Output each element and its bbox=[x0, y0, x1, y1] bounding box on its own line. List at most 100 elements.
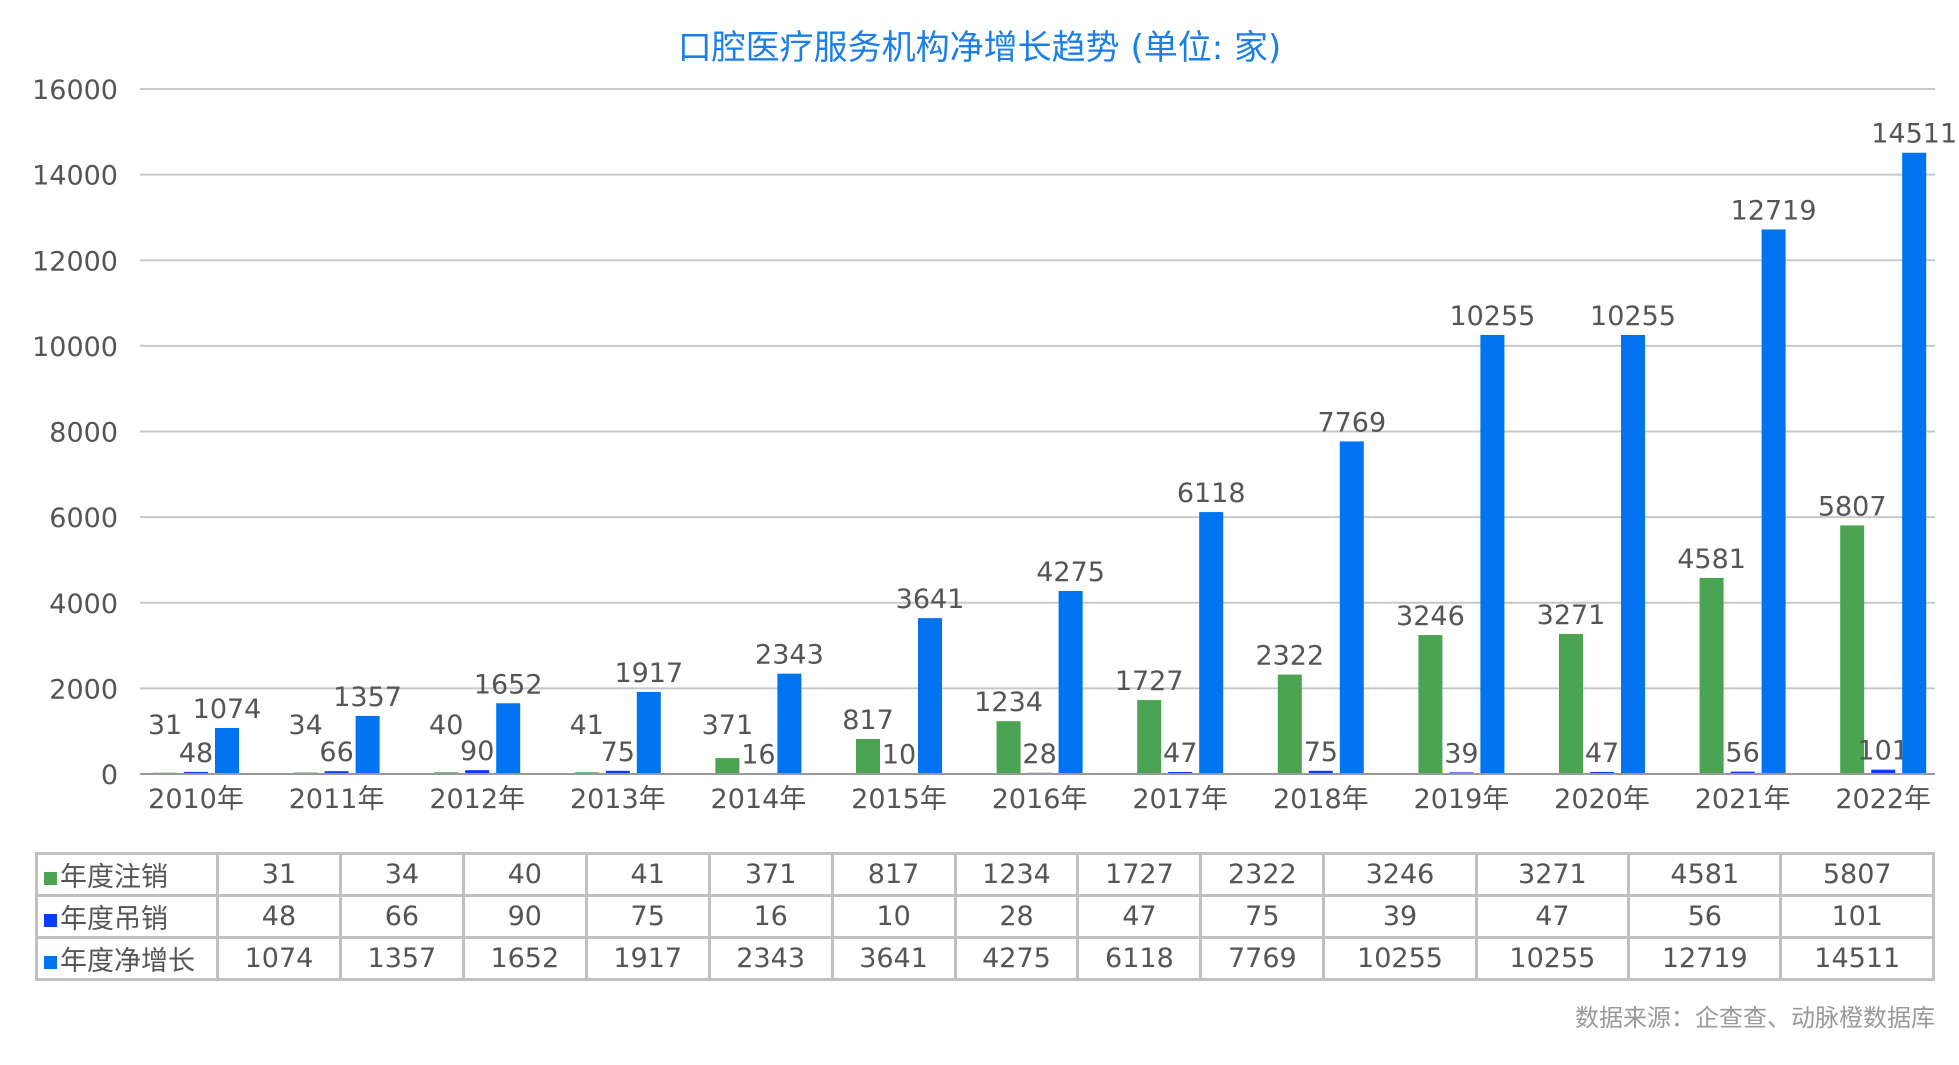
table-cell: 1727 bbox=[1076, 852, 1203, 897]
data-label: 2322 bbox=[1255, 641, 1324, 672]
data-label: 28 bbox=[1022, 739, 1056, 770]
bar-年度吊销 bbox=[1871, 769, 1896, 774]
data-label: 817 bbox=[842, 705, 894, 736]
legend-swatch bbox=[44, 914, 57, 927]
table-cell: 10 bbox=[830, 894, 957, 939]
data-label: 10255 bbox=[1590, 301, 1676, 332]
data-label: 1652 bbox=[474, 669, 543, 700]
x-tick-label: 2019年 bbox=[1414, 784, 1510, 815]
table-cell: 28 bbox=[953, 894, 1080, 939]
bar-年度注销 bbox=[856, 739, 880, 774]
y-tick-label: 10000 bbox=[32, 332, 118, 363]
table-cell: 1234 bbox=[953, 852, 1080, 897]
y-tick-label: 8000 bbox=[49, 418, 118, 449]
table-cell: 1652 bbox=[461, 936, 588, 981]
bar-年度净增长 bbox=[1480, 334, 1505, 774]
y-tick-label: 2000 bbox=[49, 674, 118, 705]
table-cell: 16 bbox=[707, 894, 834, 939]
data-label: 3246 bbox=[1396, 601, 1465, 632]
bar-年度注销 bbox=[1559, 633, 1583, 774]
table-cell: 1074 bbox=[216, 936, 342, 981]
data-label: 3271 bbox=[1537, 600, 1606, 631]
bar-年度净增长 bbox=[1902, 152, 1927, 775]
data-label: 47 bbox=[1585, 738, 1619, 769]
table-cell: 75 bbox=[1199, 894, 1326, 939]
bar-年度注销 bbox=[1137, 700, 1162, 774]
table-cell: 6118 bbox=[1076, 936, 1203, 981]
bar-年度注销 bbox=[1418, 635, 1443, 774]
bar-年度净增长 bbox=[1621, 334, 1645, 774]
x-tick-label: 2012年 bbox=[429, 784, 525, 815]
data-table: 年度注销 31 34 40 41 371 817 1234 1727 2322 3246 3271 45… bbox=[35, 852, 1935, 981]
legend-label: 年度注销 bbox=[60, 862, 168, 893]
data-label: 90 bbox=[460, 736, 494, 767]
bar-年度净增长 bbox=[1761, 229, 1786, 774]
table-cell: 4581 bbox=[1627, 852, 1783, 897]
data-label: 12719 bbox=[1731, 195, 1817, 226]
table-cell: 47 bbox=[1474, 894, 1631, 939]
table-cell: 31 bbox=[216, 852, 342, 897]
table-cell: 2343 bbox=[707, 936, 834, 981]
bar-年度注销 bbox=[1277, 674, 1302, 774]
table-cell: 14511 bbox=[1779, 936, 1935, 981]
bar-年度净增长 bbox=[496, 703, 521, 774]
table-row: 年度注销 31 34 40 41 371 817 1234 1727 2322 3246 3271 45… bbox=[35, 852, 1935, 897]
data-label: 5807 bbox=[1818, 491, 1887, 522]
bar-年度净增长 bbox=[1339, 441, 1364, 774]
table-cell: 5807 bbox=[1779, 852, 1935, 897]
x-tick-label: 2017年 bbox=[1132, 784, 1228, 815]
x-tick-label: 2020年 bbox=[1554, 784, 1650, 815]
y-tick-label: 14000 bbox=[32, 161, 118, 192]
data-label: 4581 bbox=[1677, 544, 1746, 575]
bar-年度净增长 bbox=[215, 728, 239, 774]
data-label: 6118 bbox=[1177, 478, 1246, 509]
data-label: 4275 bbox=[1036, 557, 1105, 588]
table-cell: 40 bbox=[461, 852, 588, 897]
data-label: 66 bbox=[319, 737, 353, 768]
bar-年度净增长 bbox=[777, 673, 802, 774]
data-label: 1234 bbox=[974, 687, 1043, 718]
data-label: 10 bbox=[882, 740, 916, 771]
table-cell: 41 bbox=[584, 852, 711, 897]
data-label: 1074 bbox=[193, 694, 262, 725]
table-cell: 90 bbox=[461, 894, 588, 939]
table-cell: 3246 bbox=[1322, 852, 1478, 897]
table-cell: 1917 bbox=[584, 936, 711, 981]
x-tick-label: 2022年 bbox=[1835, 784, 1931, 815]
bar-年度吊销 bbox=[324, 771, 349, 774]
table-cell: 2322 bbox=[1199, 852, 1326, 897]
table-cell: 48 bbox=[216, 894, 342, 939]
data-label: 1917 bbox=[614, 658, 683, 689]
table-cell: 39 bbox=[1322, 894, 1478, 939]
table-cell: 3271 bbox=[1474, 852, 1631, 897]
x-tick-label: 2015年 bbox=[851, 784, 947, 815]
table-cell: 817 bbox=[830, 852, 957, 897]
data-label: 47 bbox=[1163, 738, 1197, 769]
table-cell: 371 bbox=[707, 852, 834, 897]
y-tick-label: 16000 bbox=[32, 75, 118, 106]
x-tick-label: 2013年 bbox=[570, 784, 666, 815]
data-label: 48 bbox=[179, 738, 213, 769]
y-tick-label: 0 bbox=[101, 760, 118, 791]
y-tick-label: 4000 bbox=[49, 589, 118, 620]
source-note: 数据来源：企查查、动脉橙数据库 bbox=[1575, 1004, 1935, 1032]
bar-年度吊销 bbox=[1730, 771, 1755, 774]
bar-年度注销 bbox=[715, 758, 740, 774]
data-label: 3641 bbox=[896, 584, 965, 615]
data-label: 34 bbox=[288, 710, 322, 741]
y-tick-label: 12000 bbox=[32, 246, 118, 277]
legend-entry: 年度吊销 bbox=[35, 894, 219, 939]
bar-chart: 0 2000 4000 6000 8000 10000 12000 14000 16000 201… bbox=[32, 75, 1957, 815]
legend-label: 年度吊销 bbox=[60, 904, 168, 935]
data-label: 1357 bbox=[333, 682, 402, 713]
legend-swatch bbox=[44, 956, 57, 969]
table-row: 年度净增长 1074 1357 1652 1917 2343 3641 4275 6118 776… bbox=[35, 936, 1935, 981]
bar-年度净增长 bbox=[918, 618, 942, 774]
data-label: 1727 bbox=[1115, 666, 1184, 697]
table-row: 年度吊销 48 66 90 75 16 10 28 47 75 39 47 56 101 bbox=[35, 894, 1935, 939]
bar-年度吊销 bbox=[1590, 771, 1614, 774]
table-cell: 10255 bbox=[1474, 936, 1631, 981]
table-cell: 4275 bbox=[953, 936, 1080, 981]
table-cell: 34 bbox=[338, 852, 465, 897]
bar-年度注销 bbox=[996, 721, 1021, 774]
